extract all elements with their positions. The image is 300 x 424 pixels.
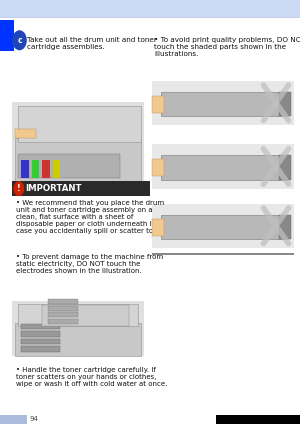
Bar: [32, 160, 39, 178]
Bar: [279, 155, 291, 180]
Bar: [0, 0, 300, 17]
Bar: [152, 144, 294, 189]
Bar: [42, 160, 50, 178]
Bar: [216, 415, 300, 424]
Bar: [42, 305, 129, 326]
Bar: [48, 312, 78, 318]
Bar: [52, 160, 60, 178]
Bar: [15, 323, 141, 356]
Bar: [152, 81, 294, 125]
Text: Take out all the drum unit and toner
cartridge assemblies.: Take out all the drum unit and toner car…: [27, 37, 157, 50]
Bar: [48, 299, 78, 304]
Bar: [0, 415, 27, 424]
Text: 94: 94: [30, 416, 39, 422]
Bar: [21, 346, 60, 352]
Bar: [0, 20, 14, 51]
Bar: [21, 160, 28, 178]
Bar: [15, 138, 141, 182]
Text: • Handle the toner cartridge carefully. If
toner scatters on your hands or cloth: • Handle the toner cartridge carefully. …: [16, 367, 167, 387]
Bar: [160, 92, 288, 116]
Text: c: c: [17, 36, 22, 45]
Bar: [152, 96, 164, 113]
Bar: [15, 129, 36, 138]
Bar: [152, 219, 164, 236]
Bar: [12, 181, 150, 196]
Bar: [18, 106, 141, 142]
Bar: [160, 215, 288, 239]
Bar: [279, 92, 291, 116]
Text: • We recommend that you place the drum
unit and toner cartridge assembly on a
cl: • We recommend that you place the drum u…: [16, 200, 166, 234]
Circle shape: [14, 182, 24, 195]
Bar: [152, 253, 294, 255]
Bar: [160, 155, 288, 180]
Bar: [279, 215, 291, 239]
Text: • To avoid print quality problems, DO NOT
touch the shaded parts shown in the
il: • To avoid print quality problems, DO NO…: [154, 37, 300, 57]
Bar: [21, 331, 60, 337]
Bar: [18, 304, 138, 326]
Bar: [12, 301, 144, 356]
Bar: [48, 319, 78, 324]
Text: !: !: [17, 184, 21, 193]
Text: IMPORTANT: IMPORTANT: [26, 184, 82, 193]
Text: • To prevent damage to the machine from
static electricity, DO NOT touch the
ele: • To prevent damage to the machine from …: [16, 254, 163, 274]
Bar: [18, 154, 120, 178]
Bar: [152, 204, 294, 248]
Circle shape: [13, 31, 26, 50]
Bar: [12, 102, 144, 182]
Bar: [48, 306, 78, 311]
Bar: [152, 159, 164, 176]
Bar: [21, 324, 60, 329]
Bar: [21, 339, 60, 344]
